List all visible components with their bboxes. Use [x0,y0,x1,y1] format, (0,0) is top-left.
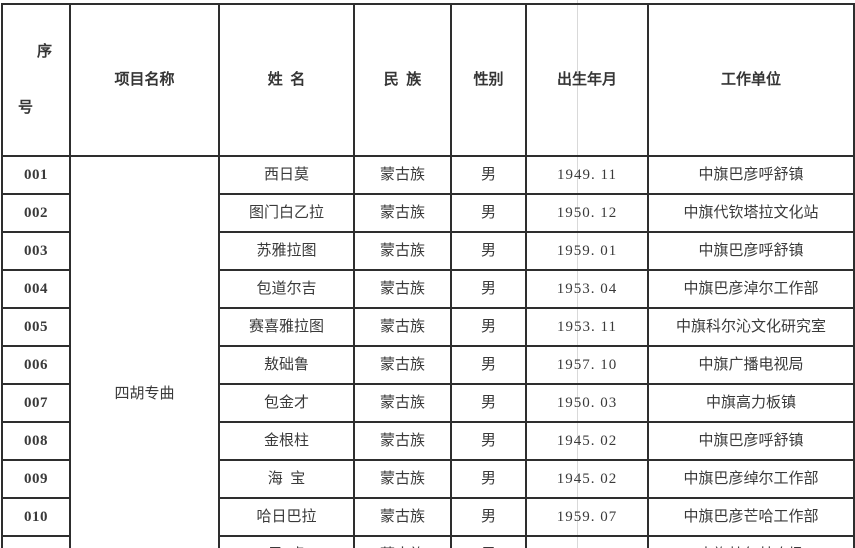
header-row: 序 号 项目名称 姓 名 民 族 性别 出生年月 工作单位 [1,3,855,157]
work-unit-cell: 中旗高力板镇 [647,383,855,423]
seq-cell: 008 [1,421,71,461]
work-unit-cell: 中旗巴彦呼舒镇 [647,155,855,195]
ethnicity-cell: 蒙古族 [353,535,452,548]
seq-cell: 004 [1,269,71,309]
name-cell: 哈日巴拉 [218,497,355,537]
seq-cell: 011 [1,535,71,548]
work-unit-cell: 中旗代钦塔拉文化站 [647,193,855,233]
gender-cell: 男 [450,269,527,309]
name-cell: 包金才 [218,383,355,423]
birth-cell: 1958. 06 [525,535,649,548]
table-row: 003 苏雅拉图 蒙古族男 1959. 01 中旗巴彦呼舒镇 [1,231,855,271]
name-cell: 黑 虎 [218,535,355,548]
table-row: 008 金根柱 蒙古族男 1945. 02 中旗巴彦呼舒镇 [1,421,855,461]
birth-cell: 1957. 10 [525,345,649,385]
table-row: 006 敖础鲁 蒙古族男 1957. 10 中旗广播电视局 [1,345,855,385]
name-cell: 图门白乙拉 [218,193,355,233]
gender-cell: 男 [450,383,527,423]
gender-cell: 男 [450,231,527,271]
seq-cell: 003 [1,231,71,271]
gender-cell: 男 [450,193,527,233]
gender-cell: 男 [450,497,527,537]
ethnicity-cell: 蒙古族 [353,421,452,461]
col-header-birth: 出生年月 [525,3,649,157]
birth-cell: 1953. 04 [525,269,649,309]
ethnicity-cell: 蒙古族 [353,307,452,347]
work-unit-cell: 中旗巴彦淖尔工作部 [647,269,855,309]
col-header-work-unit: 工作单位 [647,3,855,157]
table-row: 009 海 宝蒙古族男 1945. 02 中旗巴彦绰尔工作部 [1,459,855,499]
col-header-name: 姓 名 [218,3,355,157]
work-unit-cell: 中旗杜尔基农场 [647,535,855,548]
name-cell: 西日莫 [218,155,355,195]
seq-cell: 005 [1,307,71,347]
table-row: 011 黑 虎蒙古族男1958. 06中旗杜尔基农场 [1,535,855,548]
table-row: 001 四胡专曲 西日莫 蒙古族男 1949. 11 中旗巴彦呼舒镇 [1,155,855,548]
table-row: 007 包金才 蒙古族男 1950. 03 中旗高力板镇 [1,383,855,423]
col-header-seq: 序 号 [1,3,71,157]
seq-cell: 002 [1,193,71,233]
birth-cell: 1950. 03 [525,383,649,423]
ethnicity-cell: 蒙古族 [353,459,452,499]
seq-cell: 001 [1,155,71,195]
seq-cell: 006 [1,345,71,385]
project-name-merged-cell: 四胡专曲 [69,155,220,548]
ethnicity-cell: 蒙古族 [353,345,452,385]
col-header-gender: 性别 [450,3,527,157]
personnel-roster-table: 序 号 项目名称 姓 名 民 族 性别 出生年月 工作单位 001 四胡专曲 西日莫… [1,3,855,548]
ethnicity-cell: 蒙古族 [353,155,452,195]
work-unit-cell: 中旗巴彦呼舒镇 [647,231,855,271]
gender-cell: 男 [450,307,527,347]
table-row: 010 哈日巴拉 蒙古族男 1959. 07 中旗巴彦芒哈工作部 [1,497,855,537]
birth-cell: 1959. 01 [525,231,649,271]
seq-cell: 010 [1,497,71,537]
birth-cell: 1949. 11 [525,155,649,195]
birth-cell: 1950. 12 [525,193,649,233]
ethnicity-cell: 蒙古族 [353,497,452,537]
gender-cell: 男 [450,421,527,461]
name-cell: 包道尔吉 [218,269,355,309]
gender-cell: 男 [450,155,527,195]
col-header-seq-line2: 号 [18,99,34,116]
col-header-seq-line1: 序 [36,43,52,60]
name-cell: 金根柱 [218,421,355,461]
birth-cell: 1945. 02 [525,421,649,461]
name-cell: 敖础鲁 [218,345,355,385]
table-row: 002 图门白乙拉 蒙古族男 1950. 12 中旗代钦塔拉文化站 [1,193,855,233]
table-row: 004 包道尔吉 蒙古族男 1953. 04 中旗巴彦淖尔工作部 [1,269,855,309]
work-unit-cell: 中旗巴彦芒哈工作部 [647,497,855,537]
name-cell: 赛喜雅拉图 [218,307,355,347]
birth-cell: 1953. 11 [525,307,649,347]
name-cell: 海 宝 [218,459,355,499]
name-cell: 苏雅拉图 [218,231,355,271]
work-unit-cell: 中旗巴彦呼舒镇 [647,421,855,461]
birth-cell: 1945. 02 [525,459,649,499]
birth-cell: 1959. 07 [525,497,649,537]
ethnicity-cell: 蒙古族 [353,383,452,423]
col-header-ethnicity: 民 族 [353,3,452,157]
gender-cell: 男 [450,459,527,499]
work-unit-cell: 中旗广播电视局 [647,345,855,385]
ethnicity-cell: 蒙古族 [353,193,452,233]
work-unit-cell: 中旗巴彦绰尔工作部 [647,459,855,499]
seq-cell: 009 [1,459,71,499]
col-header-project: 项目名称 [69,3,220,157]
gender-cell: 男 [450,345,527,385]
ethnicity-cell: 蒙古族 [353,269,452,309]
gender-cell: 男 [450,535,527,548]
ethnicity-cell: 蒙古族 [353,231,452,271]
seq-cell: 007 [1,383,71,423]
table-row: 005 赛喜雅拉图 蒙古族男 1953. 11 中旗科尔沁文化研究室 [1,307,855,347]
work-unit-cell: 中旗科尔沁文化研究室 [647,307,855,347]
